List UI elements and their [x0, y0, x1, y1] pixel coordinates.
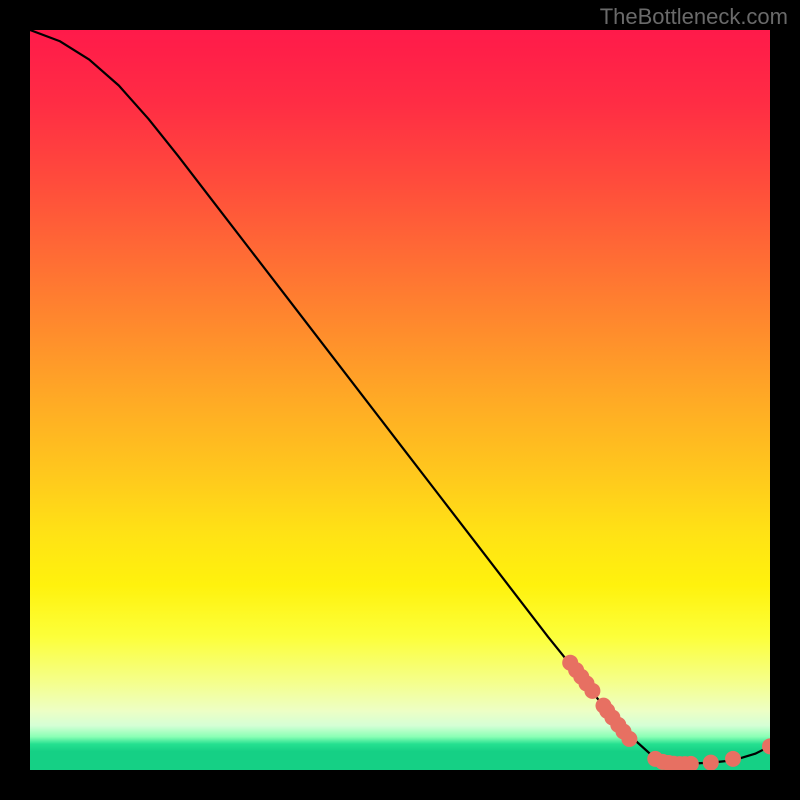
data-marker — [725, 751, 741, 767]
data-marker — [703, 755, 719, 770]
gradient-background — [30, 30, 770, 770]
data-marker — [584, 683, 600, 699]
watermark-text: TheBottleneck.com — [600, 4, 788, 30]
data-marker — [621, 731, 637, 747]
chart-svg — [30, 30, 770, 770]
chart-plot-area — [30, 30, 770, 770]
